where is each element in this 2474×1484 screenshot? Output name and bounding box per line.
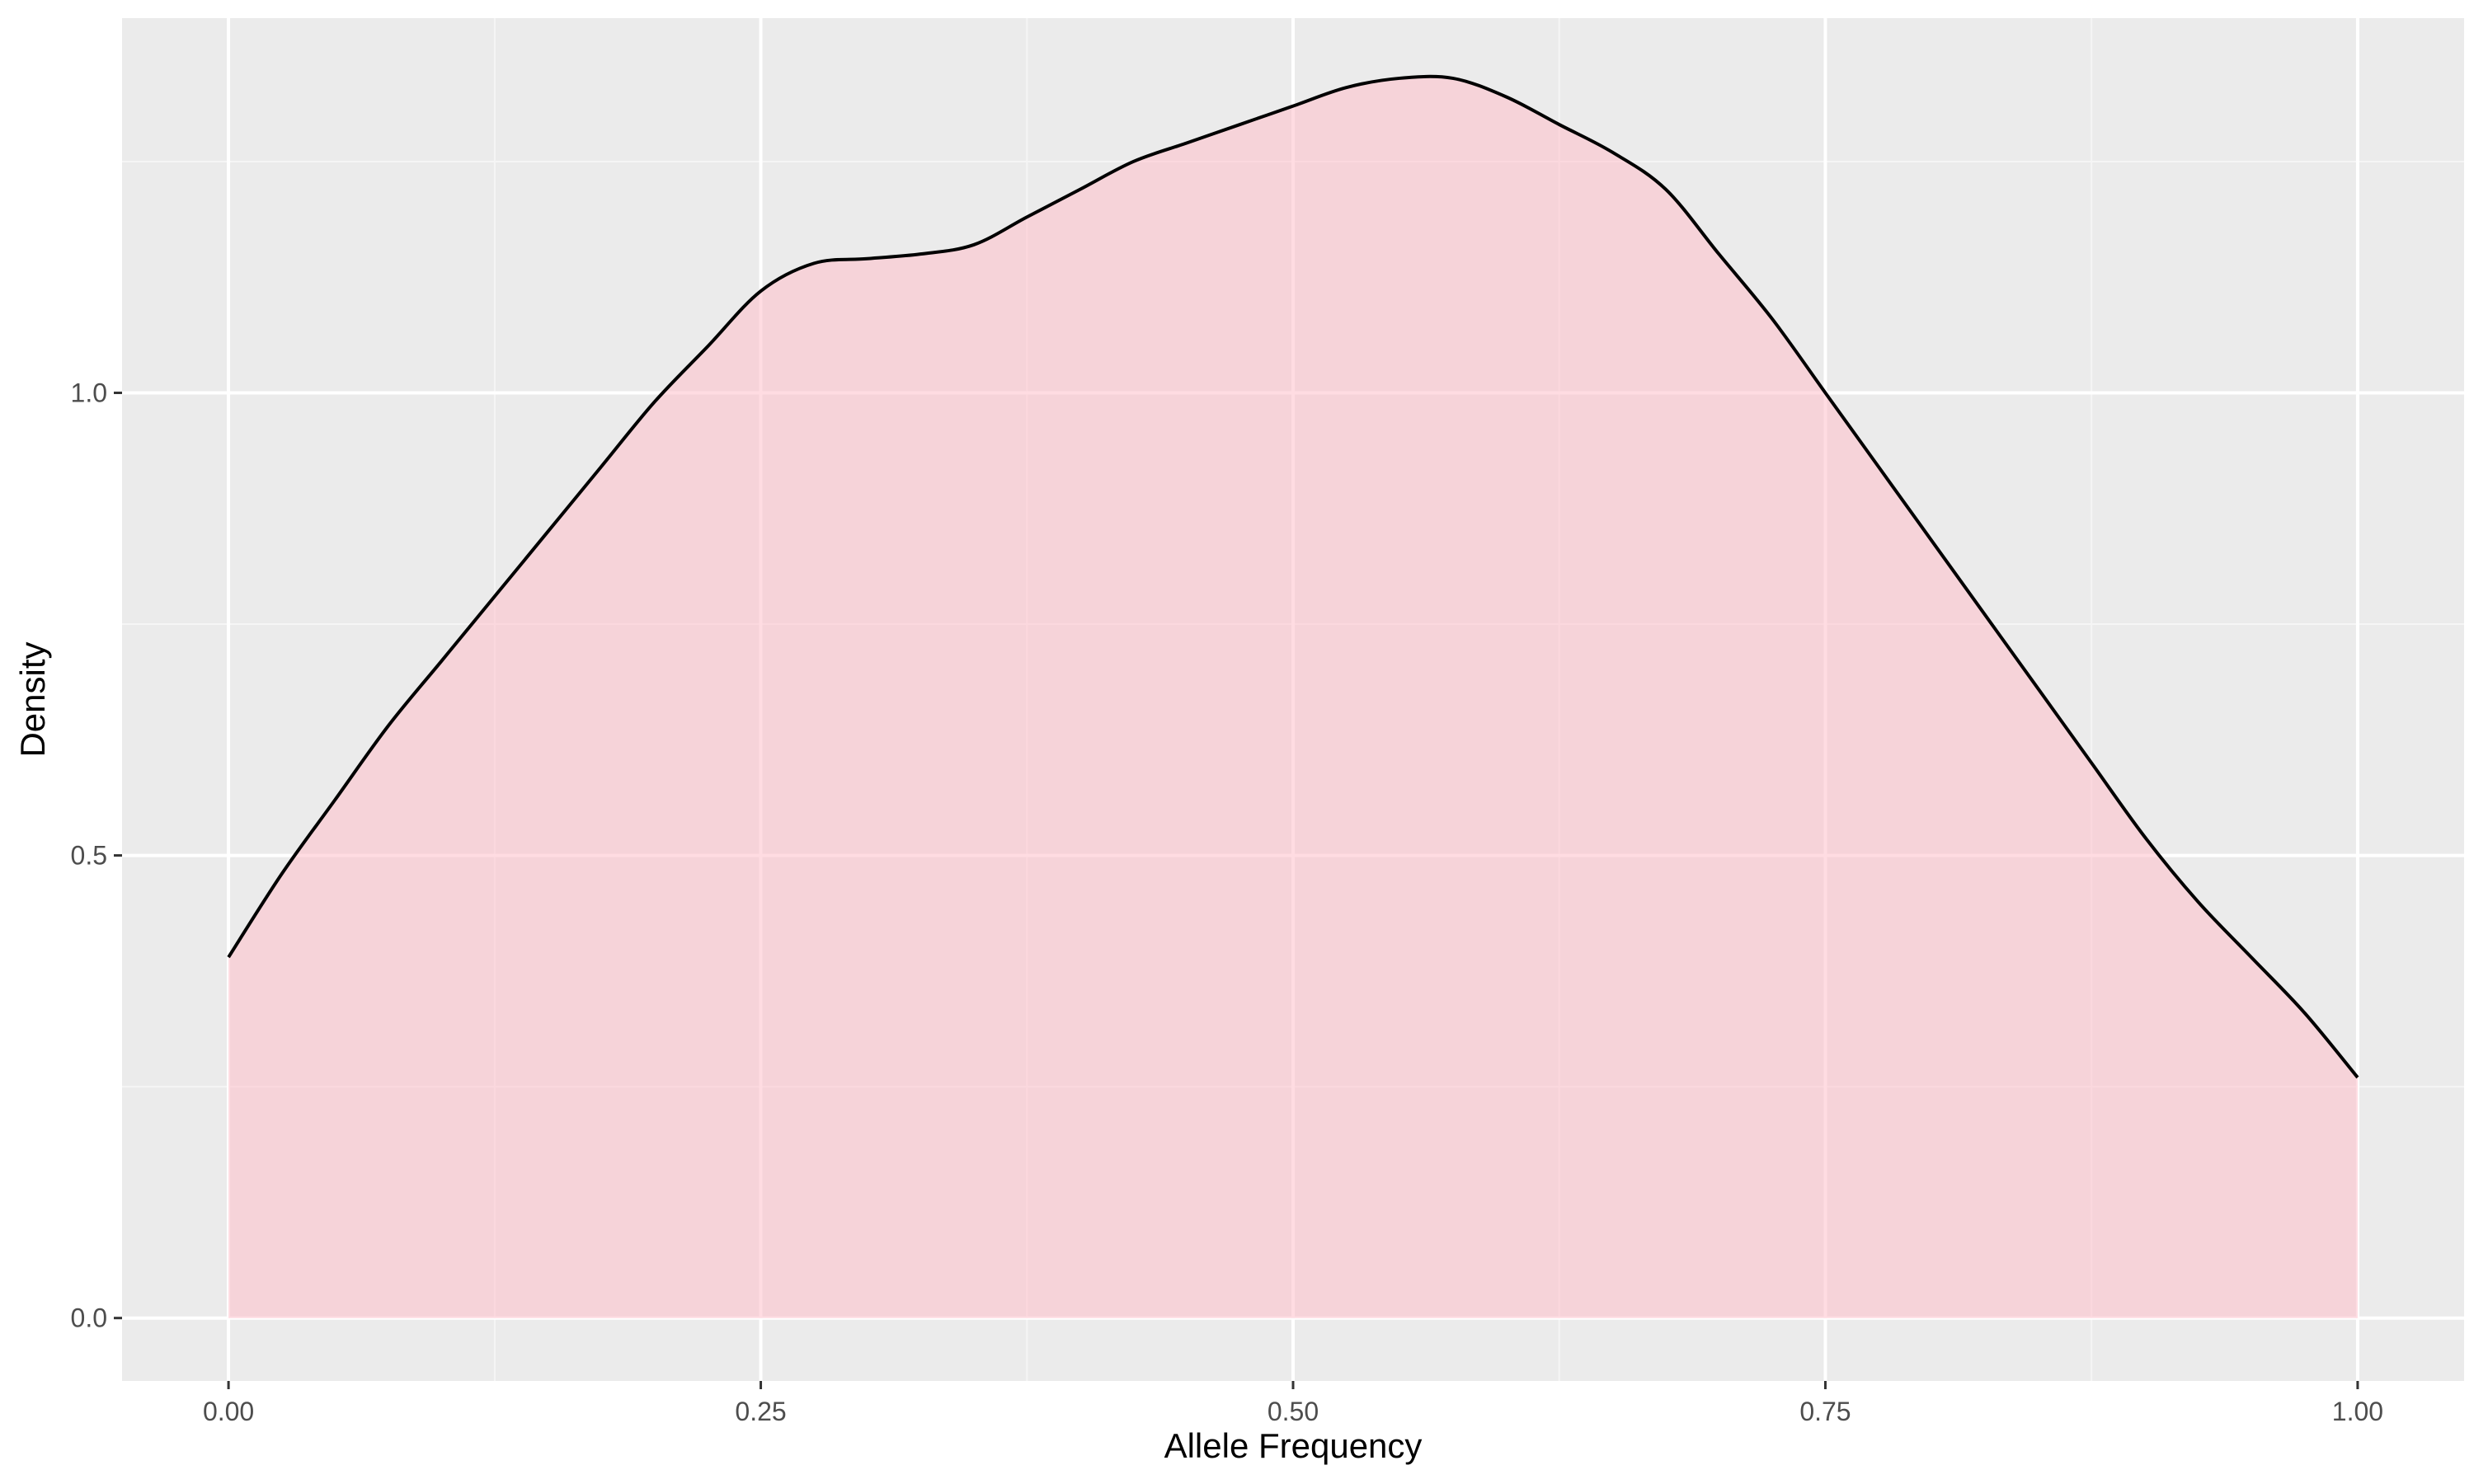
x-tick-label: 0.25 (735, 1397, 786, 1426)
y-axis: 0.0 0.5 1.0 (71, 378, 122, 1333)
y-tick-label: 1.0 (71, 378, 107, 407)
x-tick-label: 0.75 (1799, 1397, 1851, 1426)
x-tick-label: 0.00 (203, 1397, 254, 1426)
x-axis-title: Allele Frequency (1164, 1426, 1423, 1465)
x-tick-label: 1.00 (2332, 1397, 2383, 1426)
x-tick-label: 0.50 (1268, 1397, 1319, 1426)
y-tick-label: 0.5 (71, 841, 107, 871)
density-area (228, 76, 2358, 1318)
y-tick-label: 0.0 (71, 1303, 107, 1333)
y-axis-title: Density (13, 641, 52, 757)
x-axis: 0.00 0.25 0.50 0.75 1.00 (203, 1381, 2383, 1426)
density-line (227, 74, 2359, 1079)
